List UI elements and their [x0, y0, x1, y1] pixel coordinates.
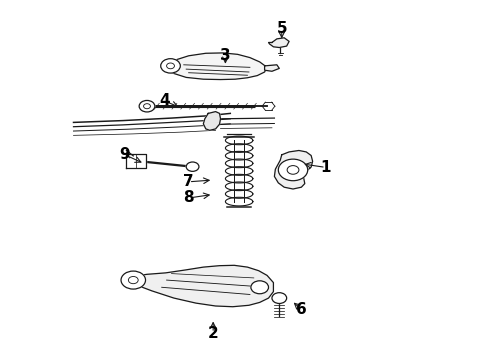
Text: 2: 2: [208, 325, 219, 341]
Circle shape: [128, 276, 138, 284]
Circle shape: [251, 281, 269, 294]
Polygon shape: [203, 112, 220, 130]
Text: 6: 6: [296, 302, 307, 317]
Circle shape: [121, 271, 146, 289]
Circle shape: [144, 104, 150, 109]
Text: 7: 7: [183, 174, 194, 189]
Text: 3: 3: [220, 48, 231, 63]
Circle shape: [278, 159, 308, 181]
Circle shape: [167, 63, 174, 69]
Polygon shape: [274, 150, 313, 189]
Circle shape: [272, 293, 287, 303]
Polygon shape: [164, 53, 267, 80]
Polygon shape: [125, 265, 273, 307]
Text: 5: 5: [276, 21, 287, 36]
Polygon shape: [234, 137, 244, 205]
Circle shape: [139, 100, 155, 112]
Text: 9: 9: [120, 147, 130, 162]
Circle shape: [287, 166, 299, 174]
Circle shape: [186, 162, 199, 171]
Polygon shape: [265, 65, 279, 71]
Polygon shape: [269, 38, 289, 48]
Text: 8: 8: [183, 190, 194, 206]
Circle shape: [161, 59, 180, 73]
Text: 1: 1: [320, 160, 331, 175]
Polygon shape: [126, 154, 146, 168]
Text: 4: 4: [159, 93, 170, 108]
